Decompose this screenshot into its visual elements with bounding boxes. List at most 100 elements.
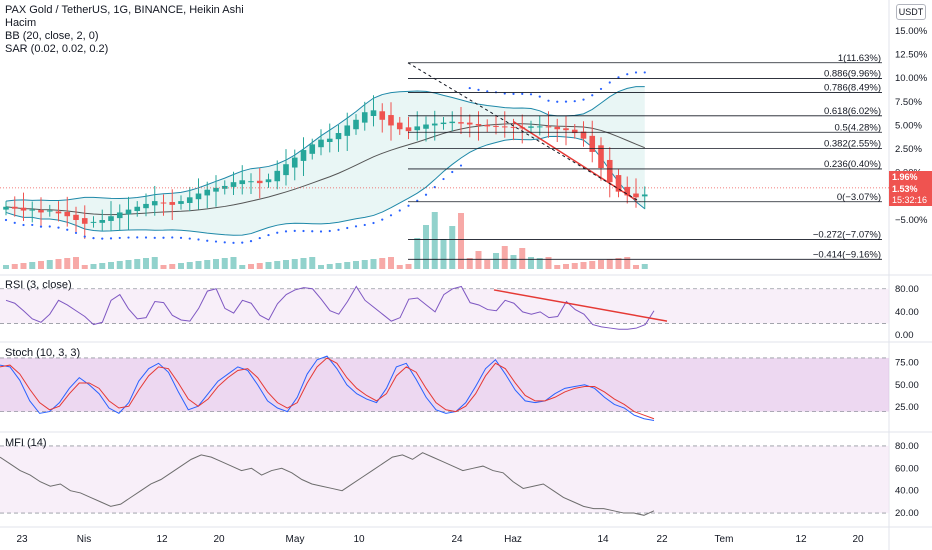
candle-body (221, 185, 228, 189)
volume-bar (283, 260, 289, 269)
candle-body (598, 145, 604, 168)
time-tick-label: 12 (795, 534, 807, 545)
sar-dot (599, 87, 603, 91)
mfi-legend[interactable]: MFI (14) (5, 437, 47, 449)
candle-body (414, 126, 421, 131)
sar-dot (608, 81, 611, 84)
sar-dot (74, 231, 78, 235)
price-tick-label: −5.00% (895, 215, 928, 226)
rsi-pane[interactable] (0, 285, 889, 330)
sar-dot (389, 214, 393, 217)
candle-body (195, 193, 202, 200)
sar-dot (626, 73, 629, 76)
sar-dot (319, 230, 323, 233)
candle-body (169, 202, 176, 205)
candle-body (405, 127, 412, 132)
price-tag-high: 1.96% (889, 171, 932, 183)
candle-body (143, 203, 149, 209)
main-price-pane[interactable] (0, 62, 889, 269)
sar-dot (381, 218, 384, 221)
candle-body (431, 123, 438, 126)
sar-dot (258, 236, 261, 240)
volume-bar (221, 258, 228, 269)
sar-dot (503, 92, 506, 95)
volume-bar (598, 260, 604, 269)
sar-dot (328, 229, 331, 233)
candle-body (274, 170, 281, 182)
volume-bar (615, 258, 622, 269)
volume-bar (204, 260, 211, 269)
price-tick-label: 5.00% (895, 120, 922, 131)
volume-bar (291, 259, 298, 269)
candle-body (335, 133, 342, 140)
time-tick-label: 20 (852, 534, 864, 545)
bb-legend[interactable]: BB (20, close, 2, 0) (5, 30, 99, 42)
volume-bar (449, 226, 456, 269)
oscillator-tick-label: 80.00 (895, 441, 919, 452)
symbol-title[interactable]: PAX Gold / TetherUS, 1G, BINANCE, Heikin… (5, 4, 244, 16)
sar-dot (101, 237, 104, 240)
oscillator-tick-label: 25.00 (895, 402, 919, 413)
volume-bar (178, 263, 184, 269)
volume-bar (571, 263, 578, 269)
volume-bar (563, 264, 569, 269)
sar-dot (591, 94, 594, 97)
sar-dot (398, 209, 401, 212)
rsi-legend[interactable]: RSI (3, close) (5, 279, 72, 291)
stoch-legend[interactable]: Stoch (10, 3, 3) (5, 347, 81, 359)
candle-body (134, 206, 141, 212)
time-axis[interactable]: 23 Nis 12 20 May 10 24 Haz 14 22 Tem 12 20 (16, 534, 864, 545)
candle-body (396, 122, 403, 130)
mfi-pane[interactable] (0, 445, 889, 516)
volume-bar (116, 261, 123, 269)
candle-body (466, 122, 473, 125)
price-axis[interactable]: 15.00%12.50%10.00%7.50%5.00%2.50%0.00%−2… (895, 26, 928, 519)
volume-bar (248, 264, 254, 269)
candle-body (116, 212, 123, 219)
candle-body (571, 129, 578, 134)
sar-dot (459, 164, 463, 167)
volume-bar (64, 258, 71, 269)
volume-bar (624, 257, 631, 269)
volume-bar (431, 212, 438, 269)
candle-body (108, 216, 114, 221)
sar-dot (109, 237, 113, 240)
sar-dot (521, 92, 524, 95)
volume-bar (528, 257, 534, 269)
fib-level-label: 0(−3.07%) (837, 192, 881, 203)
stoch-pane[interactable] (0, 355, 889, 422)
oscillator-tick-label: 75.00 (895, 357, 919, 368)
volume-bar (484, 260, 491, 269)
sar-dot (407, 204, 410, 207)
volume-bar (55, 259, 62, 269)
volume-bar (466, 258, 473, 269)
candle-body (73, 214, 79, 220)
fib-level-label: 0.886(9.96%) (824, 69, 881, 80)
sar-dot (249, 240, 253, 243)
candle-body (309, 144, 316, 154)
fibonacci-retracement[interactable]: 1(11.63%) 0.886(9.96%) 0.786(8.49%) 0.618(6… (408, 53, 882, 261)
sar-dot (48, 225, 51, 228)
candle-body (536, 126, 543, 128)
bb-upper-line (5, 86, 645, 202)
sar-dot (13, 221, 16, 224)
currency-selector[interactable]: USDT (896, 4, 926, 20)
sar-dot (136, 236, 139, 239)
volume-bar (458, 213, 464, 269)
candle-body (563, 128, 569, 131)
candle-body (580, 131, 587, 139)
sar-dot (83, 235, 86, 238)
candle-body (484, 124, 491, 127)
candle-body (370, 110, 377, 116)
volume-bar (423, 225, 429, 269)
sar-dot (267, 233, 270, 237)
candle-body (213, 187, 219, 192)
volume-bar (239, 265, 246, 269)
volume-legend[interactable]: Hacim (5, 17, 37, 29)
volume-bar (29, 262, 36, 269)
volume-bar (370, 259, 377, 269)
sar-legend[interactable]: SAR (0.02, 0.02, 0.2) (5, 43, 109, 55)
volume-bar (73, 257, 79, 269)
candle-body (615, 175, 622, 192)
